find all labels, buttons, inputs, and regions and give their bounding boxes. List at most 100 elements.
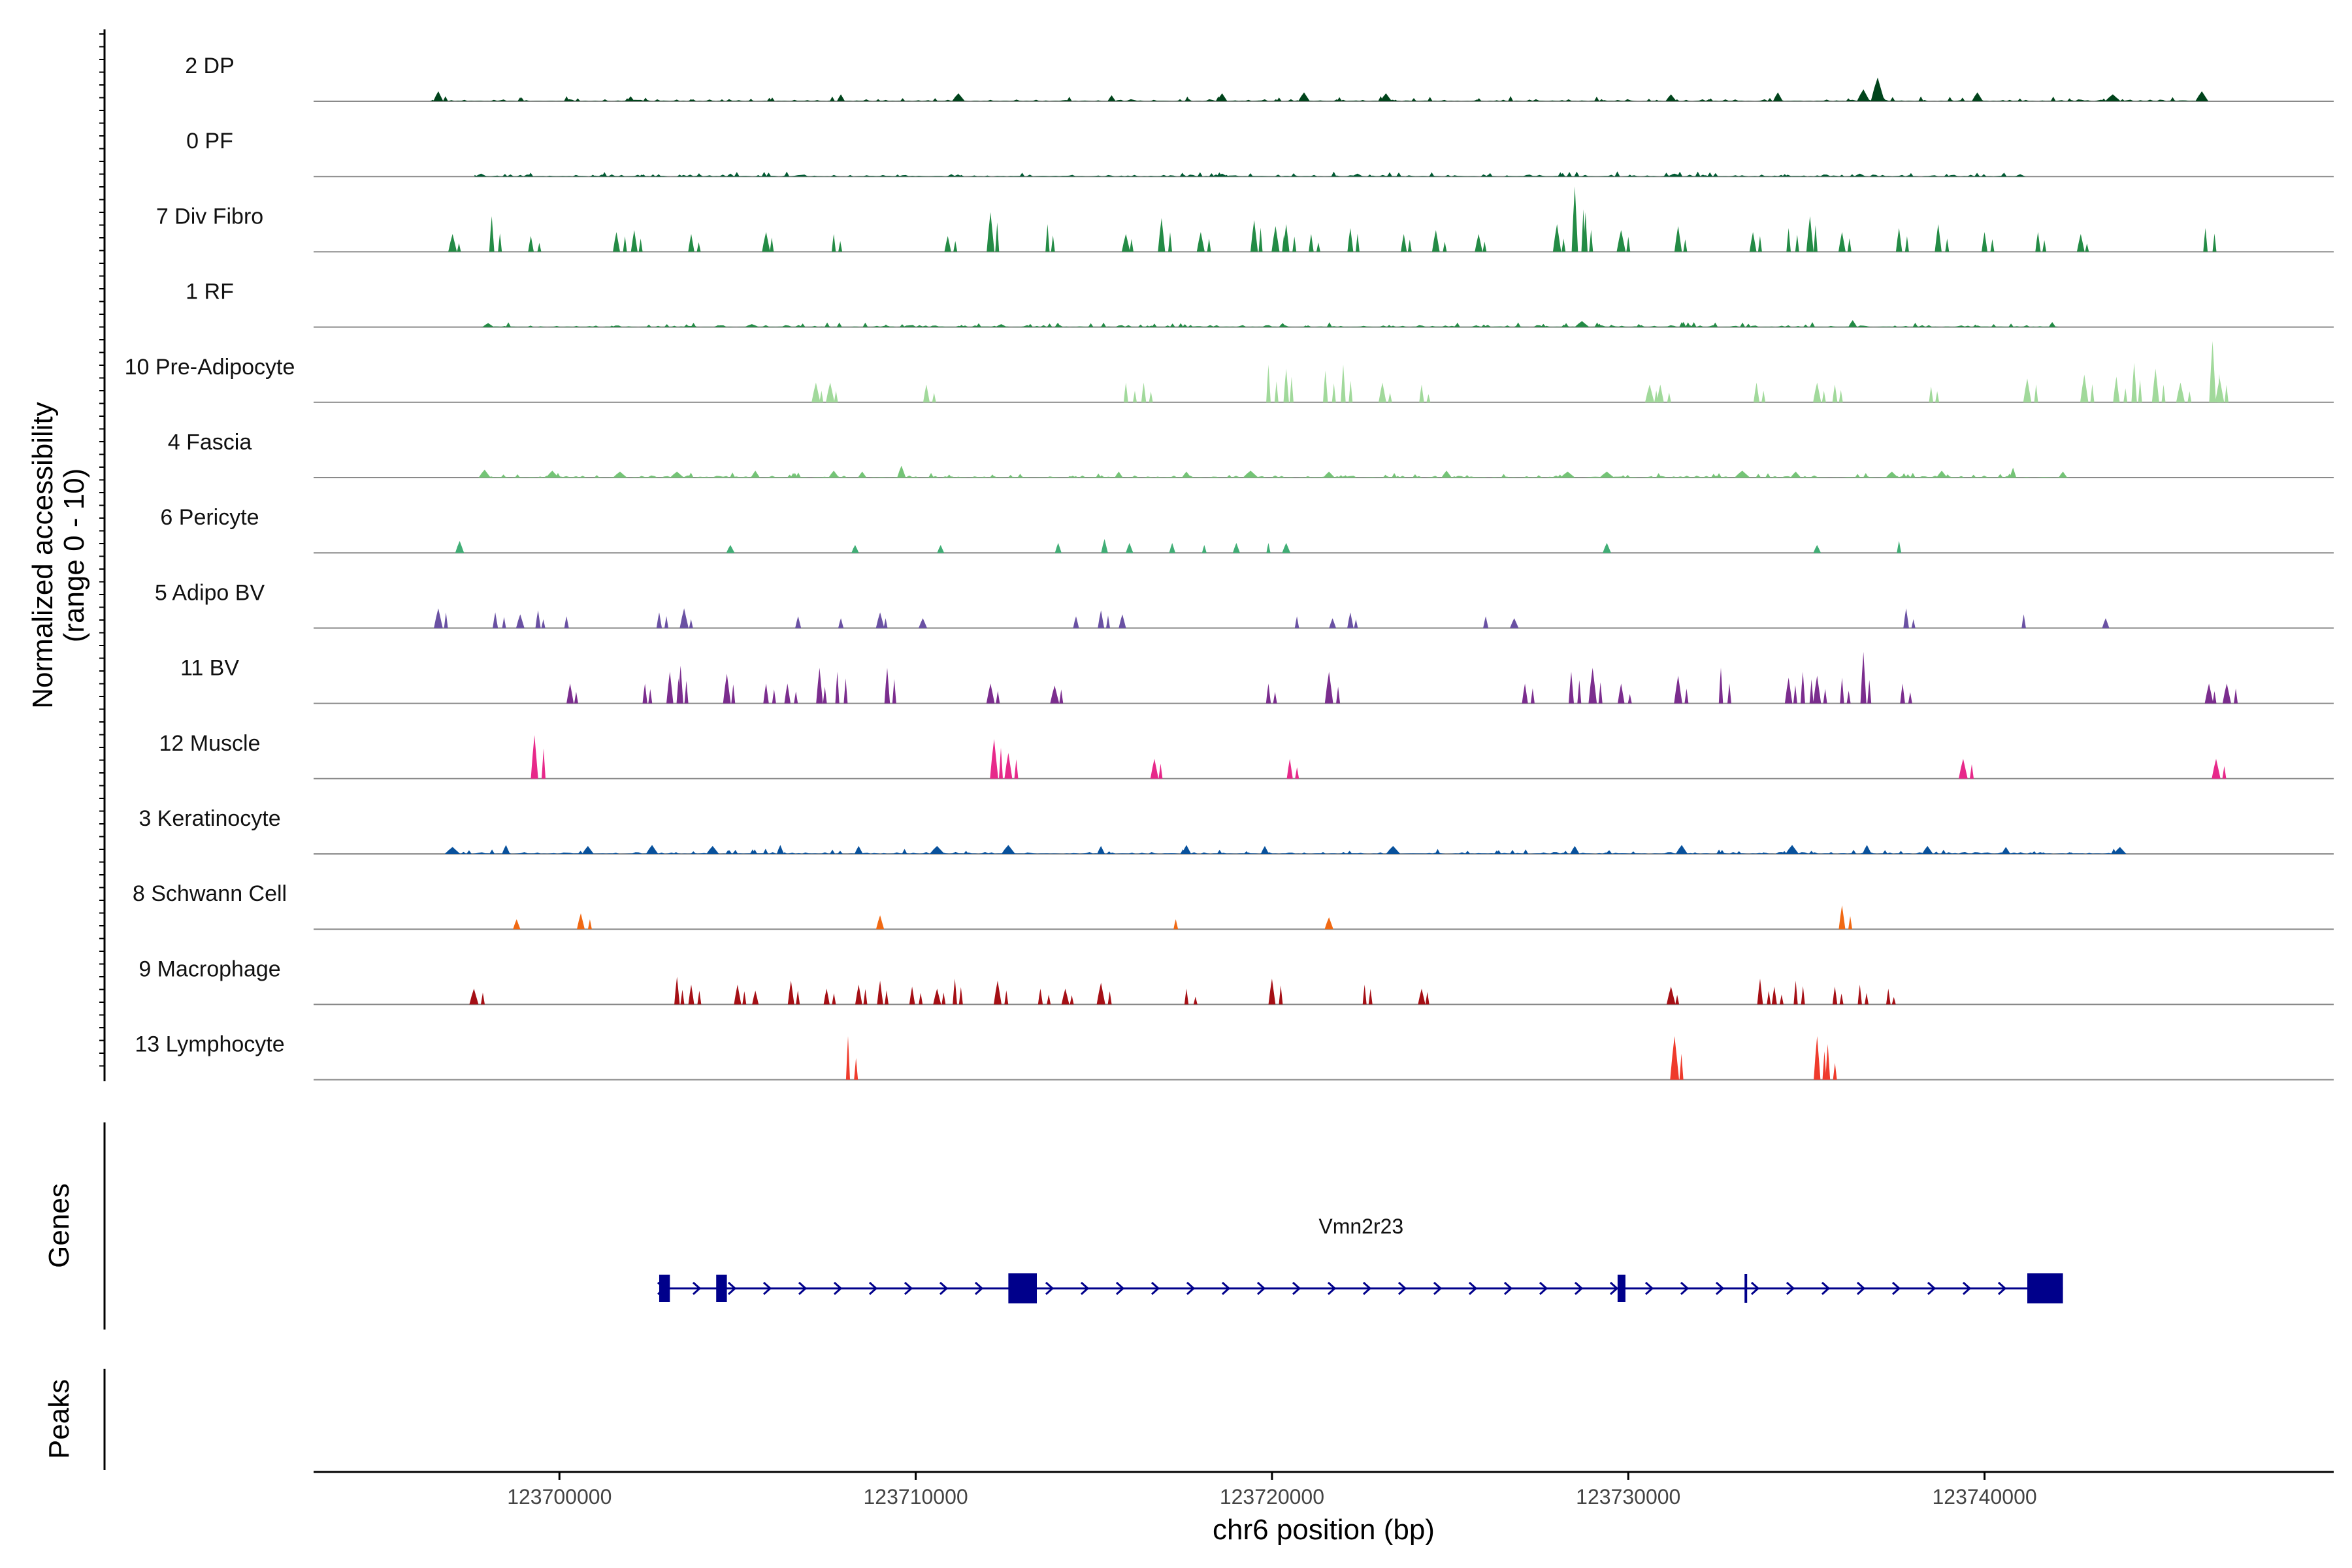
- signal-bump: [683, 324, 689, 327]
- peak-mark: [1846, 691, 1851, 704]
- peak-mark: [2042, 240, 2047, 252]
- signal-bump: [1863, 473, 1869, 478]
- signal-bump: [1510, 849, 1515, 854]
- peak-mark: [481, 992, 485, 1005]
- peak-mark: [996, 691, 1000, 704]
- peak-mark: [1443, 242, 1447, 252]
- peak-mark: [1441, 470, 1452, 478]
- signal-bump: [1226, 474, 1232, 478]
- peak-mark: [823, 687, 827, 704]
- peak-mark: [770, 237, 774, 252]
- peak-mark: [684, 681, 689, 704]
- peak-mark: [680, 989, 685, 1005]
- peak-mark: [2123, 388, 2128, 402]
- peak-mark: [1935, 224, 1942, 252]
- peak-mark: [1323, 471, 1335, 478]
- signal-bump: [1382, 474, 1388, 478]
- peak-mark: [1771, 987, 1777, 1005]
- signal-bump: [1184, 851, 1190, 854]
- signal-bump: [1452, 476, 1457, 478]
- signal-bump: [2115, 98, 2121, 101]
- y-axis-title: Normalized accessibility: [27, 402, 59, 708]
- signal-bump: [1427, 97, 1433, 101]
- signal-bump: [1070, 476, 1075, 478]
- strand-arrow: [1468, 1281, 1478, 1296]
- peak-mark: [2222, 683, 2231, 704]
- gene-exon: [2027, 1273, 2063, 1303]
- peak-mark: [689, 619, 693, 629]
- strand-arrow: [904, 1281, 913, 1296]
- peak-mark: [1324, 672, 1333, 704]
- peak-mark: [1425, 992, 1429, 1005]
- signal-bump: [928, 472, 934, 478]
- peak-mark: [1862, 845, 1872, 854]
- peak-mark: [1809, 679, 1814, 704]
- peak-mark: [892, 679, 896, 704]
- signal-bump: [1347, 851, 1352, 854]
- peak-mark: [1282, 543, 1291, 553]
- peak-mark: [1945, 238, 1950, 252]
- peak-mark: [1718, 668, 1723, 704]
- peak-mark: [498, 233, 502, 252]
- signal-bump: [836, 322, 842, 327]
- peak-mark: [1123, 382, 1128, 402]
- signal-bump: [1851, 849, 1857, 854]
- peak-mark: [455, 541, 465, 553]
- peak-mark: [1266, 365, 1271, 402]
- signal-bump: [829, 96, 835, 101]
- peak-mark: [863, 988, 868, 1005]
- peak-mark: [2090, 384, 2095, 402]
- x-axis-ticks: 123700000 123710000 123720000 123730000 1237…: [507, 1472, 2037, 1509]
- signal-bump: [1707, 172, 1713, 177]
- x-axis-title: chr6 position (bp): [1213, 1514, 1435, 1546]
- track-label: 6 Pericyte: [160, 505, 259, 530]
- peak-mark: [834, 391, 838, 402]
- signal-bump: [734, 172, 740, 177]
- signal-bump: [1691, 322, 1697, 327]
- peak-mark: [642, 683, 647, 704]
- peak-mark: [542, 748, 546, 779]
- peak-mark: [1823, 689, 1827, 704]
- signal-bump: [1266, 852, 1272, 854]
- peak-mark: [1801, 986, 1805, 1005]
- peak-mark: [1627, 694, 1632, 704]
- signal-bump: [1609, 325, 1614, 327]
- peak-mark: [1260, 845, 1269, 854]
- peak-mark: [1598, 682, 1603, 704]
- peak-mark: [2161, 384, 2166, 402]
- peak-mark: [843, 678, 848, 704]
- signal-bump: [1386, 325, 1392, 327]
- signal-bump: [1523, 849, 1529, 854]
- peak-mark: [1530, 688, 1535, 704]
- peak-mark: [1922, 845, 1933, 854]
- peak-mark: [1754, 382, 1760, 402]
- peak-mark: [1666, 987, 1676, 1005]
- peak-mark: [819, 391, 824, 402]
- peak-mark: [1243, 470, 1258, 478]
- signal-texture: [478, 475, 2070, 478]
- strand-arrow: [1115, 1281, 1125, 1296]
- peak-mark: [762, 232, 770, 252]
- signal-bump: [1224, 174, 1229, 177]
- peak-mark: [1813, 545, 1821, 553]
- signal-bump: [1803, 324, 1808, 327]
- signal-bump: [1782, 174, 1788, 177]
- peak-mark: [1665, 94, 1677, 101]
- signal-bump: [1504, 175, 1510, 177]
- signal-bump: [1567, 172, 1573, 177]
- signal-bump: [1169, 323, 1175, 327]
- peak-mark: [1059, 689, 1064, 704]
- peak-mark: [855, 845, 863, 854]
- peak-mark: [434, 608, 443, 629]
- signal-bump: [564, 96, 570, 101]
- peak-mark: [2021, 614, 2026, 629]
- peak-mark: [1309, 234, 1314, 252]
- signal-bump: [749, 849, 755, 854]
- track-11-bv: 11 BV: [180, 651, 2334, 704]
- signal-bump: [1736, 851, 1742, 854]
- peak-mark: [1347, 228, 1354, 252]
- peak-mark: [726, 545, 735, 553]
- signal-bump: [1654, 99, 1659, 101]
- signal-bump: [1945, 474, 1951, 478]
- x-tick-label: 123710000: [864, 1485, 968, 1509]
